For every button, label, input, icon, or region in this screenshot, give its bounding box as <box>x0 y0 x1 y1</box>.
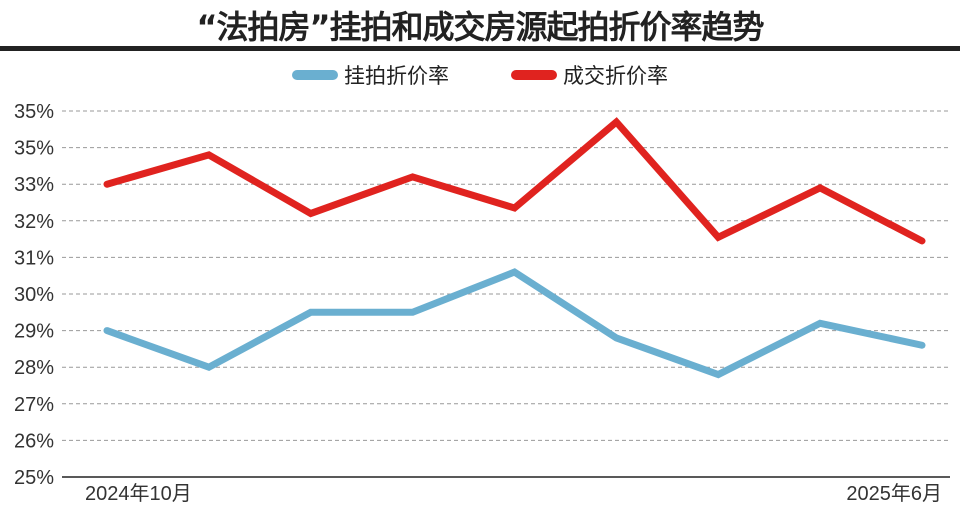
series-line-0 <box>103 268 926 379</box>
title-divider <box>0 46 960 51</box>
x-tick-label: 2024年10月 <box>85 482 192 505</box>
legend-swatch-listing <box>292 70 338 80</box>
y-tick-label: 35% <box>14 138 54 160</box>
series-line-1 <box>103 117 926 245</box>
x-tick-label: 2025年6月 <box>846 482 942 505</box>
legend-item-listing: 挂拍折价率 <box>292 60 449 90</box>
legend-item-deal: 成交折价率 <box>511 60 668 90</box>
y-tick-label: 25% <box>14 467 54 489</box>
y-tick-label: 33% <box>14 174 54 196</box>
y-tick-label: 30% <box>14 284 54 306</box>
chart-title: “法拍房”挂拍和成交房源起拍折价率趋势 <box>196 8 764 46</box>
y-tick-label: 28% <box>14 357 54 379</box>
y-tick-label: 26% <box>14 430 54 452</box>
y-tick-label: 29% <box>14 321 54 343</box>
legend-label-listing: 挂拍折价率 <box>344 64 449 88</box>
legend-label-deal: 成交折价率 <box>563 64 668 88</box>
legend-swatch-deal <box>511 70 557 80</box>
y-tick-label: 35% <box>14 101 54 123</box>
y-tick-label: 27% <box>14 394 54 416</box>
y-tick-label: 32% <box>14 211 54 233</box>
y-tick-label: 31% <box>14 247 54 269</box>
legend: 挂拍折价率 成交折价率 <box>0 60 960 90</box>
